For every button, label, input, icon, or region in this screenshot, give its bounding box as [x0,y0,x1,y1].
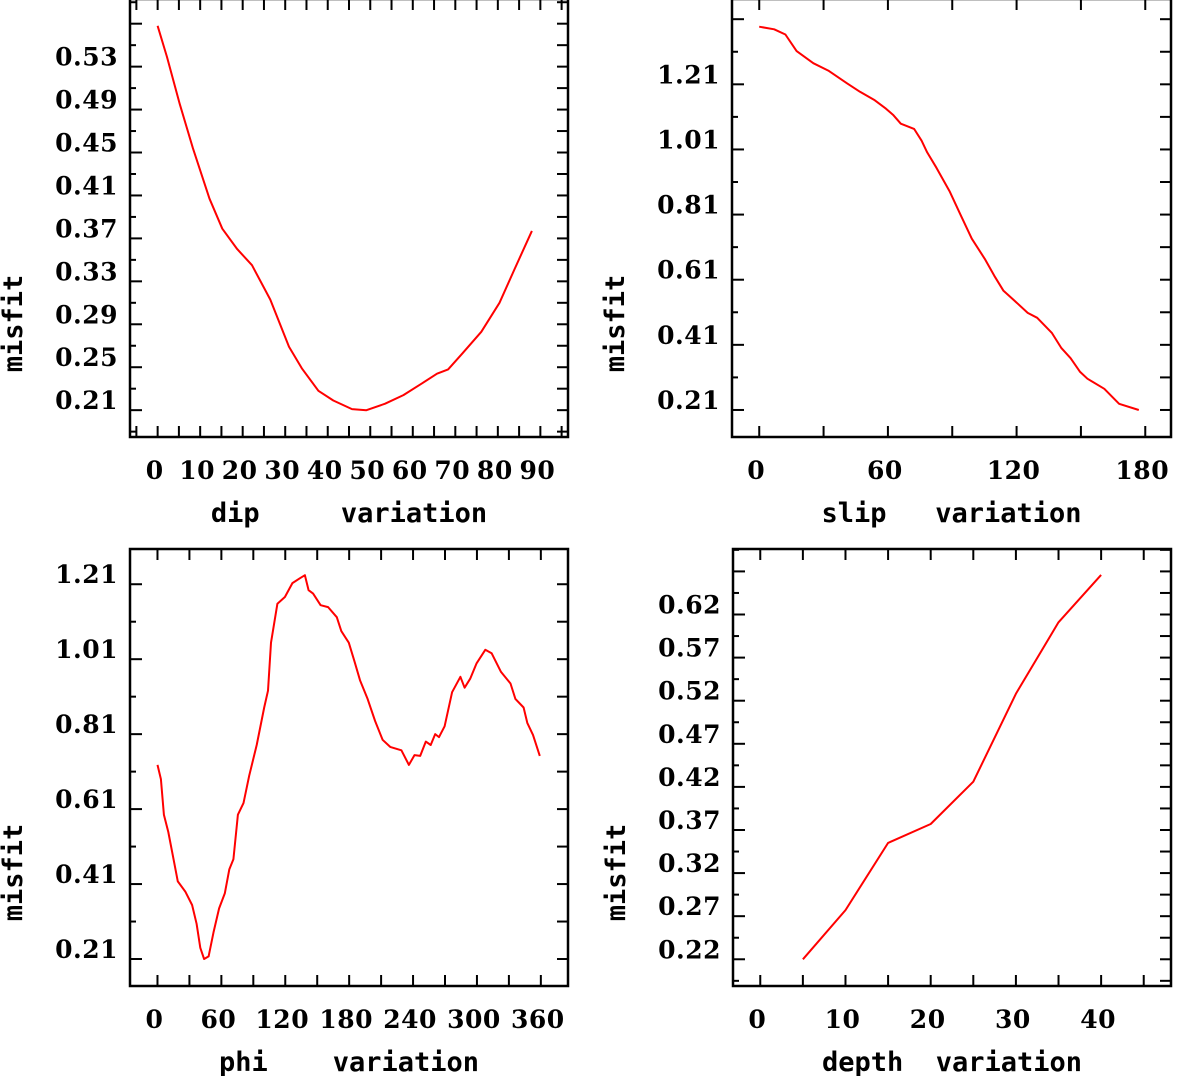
dip-subplot: 0 10 20 30 40 50 60 70 80 90 0.21 0.25 0.29 0.33 0.37 0… [0,0,570,529]
y-tick-label: 0.57 [658,634,721,663]
y-tick-label: 0.41 [55,171,118,200]
x-tick-label: 60 [867,456,903,485]
slip-misfit-line [759,25,1140,411]
x-axis-title: depth variation [822,1047,1082,1076]
y-tick-label: 0.37 [55,214,118,243]
plot-frame [128,0,570,439]
phi-subplot: 0 60 120 180 240 300 360 0.21 0.41 0.61 0.81 1.01 1.… [0,547,570,1076]
x-tick-label: 80 [477,456,513,485]
y-tick-label: 0.37 [658,806,721,835]
x-tick-label: 10 [179,456,215,485]
x-tick-label: 40 [307,456,343,485]
y-tick-label: 0.61 [55,785,118,814]
x-tick-label: 180 [319,1005,373,1034]
x-tick-label: 60 [392,456,428,485]
x-tick-label: 20 [910,1005,946,1034]
y-tick-label: 0.47 [658,720,721,749]
y-tick-label: 1.21 [657,60,720,89]
dip-misfit-line [156,25,533,412]
x-tick-label: 30 [995,1005,1031,1034]
x-tick-label: 0 [146,456,164,485]
depth-misfit-line [802,574,1102,960]
phi-misfit-line [156,574,541,960]
y-tick-label: 0.41 [55,860,118,889]
x-tick-label: 300 [447,1005,501,1034]
y-axis-title: misfit [0,824,29,922]
x-tick-label: 50 [349,456,385,485]
y-tick-label: 0.53 [55,43,118,72]
y-axis-title: misfit [600,275,631,373]
y-tick-label: 0.29 [55,300,118,329]
y-tick-label: 0.25 [55,343,118,372]
y-tick-label: 1.01 [55,635,118,664]
x-tick-label: 40 [1080,1005,1116,1034]
x-tick-label: 0 [747,456,765,485]
y-tick-label: 0.21 [55,386,118,415]
y-tick-label: 1.21 [55,560,118,589]
slip-subplot: 0 60 120 180 0.21 0.41 0.61 0.81 1.01 1.21 slip va… [600,0,1173,529]
y-tick-label: 0.42 [658,763,721,792]
x-axis-title: dip variation [211,498,487,529]
x-tick-label: 30 [264,456,300,485]
x-tick-label: 0 [748,1005,766,1034]
x-tick-label: 70 [434,456,470,485]
x-tick-label: 180 [1115,456,1169,485]
y-tick-label: 0.27 [658,892,721,921]
y-tick-label: 0.21 [657,386,720,415]
x-tick-label: 360 [511,1005,565,1034]
y-tick-label: 0.61 [657,256,720,285]
x-tick-label: 240 [383,1005,437,1034]
y-tick-label: 0.81 [55,710,118,739]
y-tick-label: 1.01 [657,125,720,154]
x-tick-label: 0 [146,1005,164,1034]
y-tick-label: 0.41 [657,321,720,350]
y-tick-label: 0.49 [55,86,118,115]
y-tick-label: 0.32 [658,849,721,878]
y-tick-label: 0.22 [658,935,721,964]
y-tick-label: 0.21 [55,935,118,964]
plot-frame [730,0,1173,439]
x-tick-label: 10 [825,1005,861,1034]
x-axis-title: phi variation [219,1047,479,1076]
x-tick-label: 120 [987,456,1041,485]
y-tick-label: 0.52 [658,677,721,706]
plot-frame [731,547,1173,988]
x-tick-label: 60 [200,1005,236,1034]
x-tick-label: 90 [519,456,555,485]
x-axis-title: slip variation [821,498,1081,529]
depth-subplot: 0 10 20 30 40 0.22 0.27 0.32 0.37 0.42 0.47 0.52 0.5… [601,547,1173,1076]
x-tick-label: 120 [255,1005,309,1034]
x-tick-label: 20 [222,456,258,485]
y-tick-label: 0.45 [55,129,118,158]
y-axis-title: misfit [0,275,29,373]
y-tick-label: 0.81 [657,191,720,220]
y-tick-label: 0.62 [658,591,721,620]
y-tick-label: 0.33 [55,257,118,286]
y-axis-title: misfit [601,824,632,922]
